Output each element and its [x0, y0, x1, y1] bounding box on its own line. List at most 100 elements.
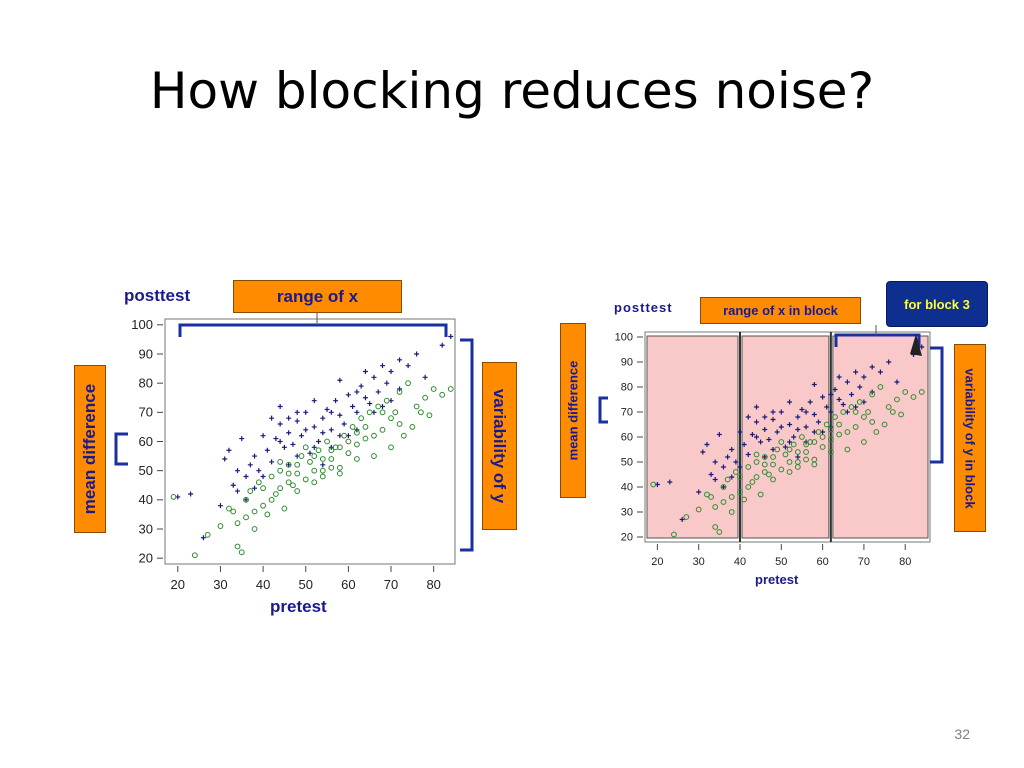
- control-point: [307, 459, 313, 465]
- right-x-axis-label: pretest: [755, 572, 799, 587]
- y-tick-label: 50: [139, 463, 153, 478]
- left-variability-box: variability of y: [482, 362, 517, 530]
- x-tick-label: 80: [426, 577, 440, 592]
- treatment-point: [286, 462, 292, 468]
- x-tick-label: 60: [816, 556, 828, 568]
- control-point: [720, 484, 727, 490]
- treatment-point: [700, 449, 706, 455]
- treatment-point: [362, 395, 368, 401]
- control-point: [745, 484, 752, 490]
- control-point: [869, 391, 876, 398]
- treatment-point: [239, 436, 245, 442]
- control-point: [811, 439, 818, 445]
- control-point: [757, 491, 764, 498]
- left-axis-ticks: 20 30 40 50 60 70 80 20 30 40 50 60 70 80 90 100: [131, 317, 441, 592]
- control-point: [354, 429, 360, 436]
- treatment-point: [853, 369, 859, 375]
- control-point: [234, 543, 241, 550]
- control-point: [379, 409, 386, 416]
- slide-title: How blocking reduces noise?: [149, 62, 875, 120]
- control-point: [766, 471, 772, 478]
- y-tick-label: 40: [139, 492, 153, 507]
- y-tick-label: 50: [621, 457, 633, 469]
- control-point: [277, 485, 284, 492]
- treatment-point: [828, 409, 834, 415]
- treatment-point: [815, 419, 821, 425]
- treatment-point: [235, 488, 240, 494]
- treatment-point: [328, 409, 334, 415]
- control-point: [285, 470, 292, 477]
- control-point: [336, 464, 343, 471]
- treatment-point: [828, 392, 834, 397]
- control-point: [832, 414, 838, 420]
- treatment-point: [679, 517, 685, 522]
- treatment-point: [405, 363, 411, 369]
- control-point: [294, 461, 301, 468]
- control-point: [302, 444, 309, 451]
- treatment-point: [345, 392, 351, 398]
- control-point: [753, 474, 760, 480]
- control-point: [298, 453, 305, 459]
- treatment-point: [303, 409, 309, 415]
- treatment-point: [754, 434, 760, 440]
- control-point: [255, 479, 262, 486]
- control-point: [277, 459, 284, 465]
- treatment-point: [712, 477, 718, 482]
- control-point: [260, 502, 266, 509]
- treatment-point: [260, 474, 266, 479]
- control-point: [251, 526, 258, 532]
- treatment-point: [886, 359, 892, 365]
- treatment-point: [298, 433, 304, 439]
- right-mean-bracket: [598, 396, 608, 424]
- treatment-point: [708, 472, 714, 477]
- right-range-box: range of x in block: [700, 297, 861, 324]
- control-point: [285, 479, 292, 486]
- treatment-point: [247, 462, 253, 468]
- x-tick-label: 50: [775, 556, 787, 568]
- x-tick-label: 80: [899, 556, 911, 568]
- control-point: [770, 454, 776, 460]
- treatment-point: [745, 452, 751, 457]
- control-point: [371, 432, 377, 439]
- treatment-point: [778, 424, 784, 430]
- treatment-point: [341, 421, 347, 427]
- treatment-point: [397, 386, 403, 392]
- y-tick-label: 70: [621, 407, 633, 419]
- control-point: [827, 449, 834, 455]
- treatment-point: [422, 374, 428, 380]
- treatment-point: [217, 503, 223, 509]
- treatment-point: [762, 454, 768, 460]
- control-point: [302, 476, 309, 483]
- control-point: [345, 438, 352, 445]
- treatment-point: [328, 427, 334, 433]
- x-tick-label: 40: [256, 577, 270, 592]
- treatment-point: [770, 409, 776, 415]
- control-point: [426, 412, 433, 419]
- treatment-point: [754, 419, 760, 425]
- control-point: [170, 494, 177, 500]
- treatment-point: [877, 369, 883, 375]
- right-mean-difference-label: mean difference: [565, 360, 581, 461]
- control-point: [349, 424, 356, 430]
- control-point: [774, 446, 781, 453]
- control-point: [708, 494, 714, 500]
- control-point: [778, 466, 785, 473]
- treatment-point: [733, 459, 739, 465]
- control-point: [856, 399, 863, 405]
- treatment-point: [200, 535, 206, 541]
- treatment-point: [380, 363, 385, 369]
- control-point: [405, 380, 411, 387]
- treatment-point: [243, 497, 249, 503]
- block-region: [832, 335, 929, 539]
- control-point: [319, 456, 326, 462]
- right-range-bracket: [834, 333, 921, 347]
- treatment-point: [324, 406, 330, 412]
- control-point: [724, 476, 731, 483]
- treatment-point: [725, 454, 731, 460]
- treatment-point: [277, 404, 283, 409]
- treatment-point: [311, 398, 317, 404]
- control-point: [720, 499, 727, 505]
- control-point: [737, 474, 743, 480]
- control-point: [392, 409, 399, 416]
- control-point: [836, 421, 843, 428]
